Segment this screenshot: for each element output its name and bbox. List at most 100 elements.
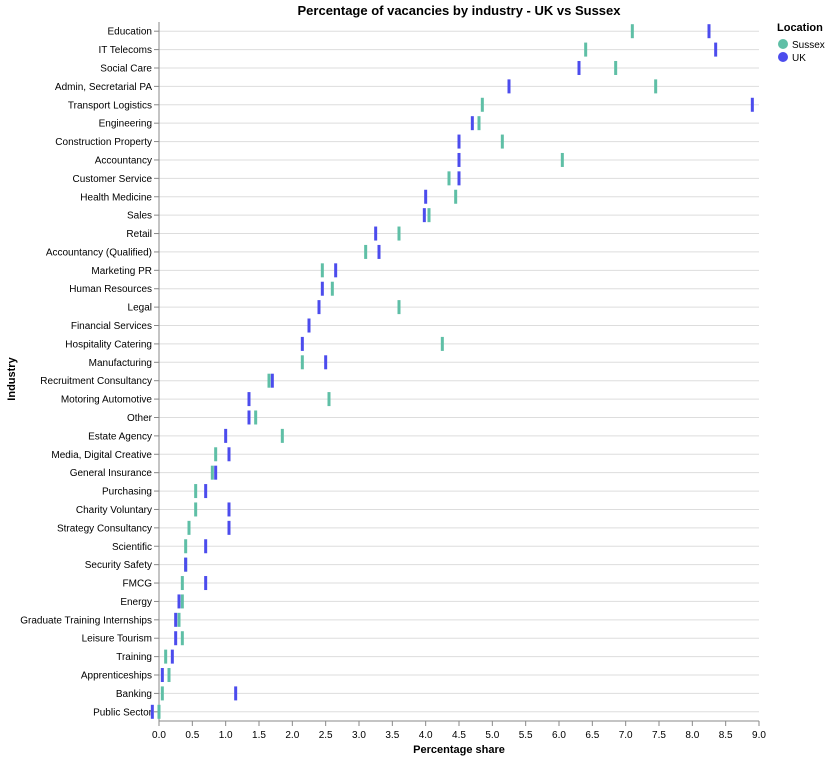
- tick-mark-uk: [334, 263, 338, 278]
- tick-mark-sussex: [477, 116, 481, 131]
- y-tick-label: Strategy Consultancy: [57, 523, 152, 534]
- tick-mark-sussex: [480, 97, 484, 112]
- y-tick-label: FMCG: [123, 579, 153, 590]
- tick-mark-uk: [204, 576, 208, 591]
- tick-mark-uk: [714, 42, 718, 57]
- tick-mark-sussex: [500, 134, 504, 149]
- y-tick-label: Social Care: [100, 63, 152, 74]
- x-tick-label: 5.5: [519, 730, 533, 741]
- tick-mark-sussex: [330, 281, 334, 296]
- y-tick-label: Charity Voluntary: [76, 505, 152, 516]
- legend-label-sussex: Sussex: [792, 40, 825, 51]
- tick-mark-uk: [150, 704, 154, 719]
- tick-mark-sussex: [164, 649, 168, 664]
- x-axis-title: Percentage share: [413, 744, 505, 756]
- tick-mark-sussex: [184, 539, 188, 554]
- x-tick-label: 1.5: [252, 730, 266, 741]
- tick-mark-sussex: [447, 171, 451, 186]
- y-tick-label: Sales: [127, 211, 152, 222]
- x-axis: 0.0 0.5 1.0 1.5 2.0 2.5 3.0 3.5 4.0 4.5 5.0 5.5 6.0 6…: [152, 720, 766, 741]
- x-tick-label: 8.5: [719, 730, 733, 741]
- tick-mark-sussex: [194, 484, 198, 499]
- x-tick-label: 2.0: [285, 730, 299, 741]
- tick-mark-uk: [204, 539, 208, 554]
- tick-mark-uk: [307, 318, 311, 333]
- tick-mark-uk: [174, 631, 178, 646]
- tick-mark-sussex: [180, 631, 184, 646]
- tick-mark-uk: [324, 355, 328, 370]
- tick-mark-sussex: [180, 594, 184, 609]
- legend-label-uk: UK: [792, 53, 806, 64]
- tick-mark-uk: [377, 244, 381, 259]
- tick-mark-sussex: [177, 612, 181, 627]
- tick-mark-uk: [247, 410, 251, 425]
- y-tick-label: Education: [108, 27, 152, 38]
- y-tick-label: Retail: [126, 229, 152, 240]
- y-tick-label: Public Sector: [93, 707, 153, 718]
- y-tick-label: Graduate Training Internships: [20, 615, 152, 626]
- tick-mark-uk: [317, 300, 321, 315]
- tick-mark-uk: [204, 484, 208, 499]
- tick-mark-uk: [184, 557, 188, 572]
- tick-mark-sussex: [160, 686, 164, 701]
- tick-mark-uk: [457, 152, 461, 167]
- x-tick-label: 0.0: [152, 730, 166, 741]
- tick-mark-uk: [507, 79, 511, 94]
- tick-mark-uk: [234, 686, 238, 701]
- y-tick-label: Banking: [116, 689, 152, 700]
- tick-mark-sussex: [187, 520, 191, 535]
- tick-mark-uk: [177, 594, 181, 609]
- x-tick-label: 6.0: [552, 730, 566, 741]
- tick-mark-sussex: [584, 42, 588, 57]
- tick-mark-sussex: [210, 465, 214, 480]
- y-tick-label: Media, Digital Creative: [51, 450, 152, 461]
- tick-marks: [150, 24, 754, 719]
- x-tick-label: 9.0: [752, 730, 766, 741]
- y-tick-label: Scientific: [112, 542, 152, 553]
- tick-mark-uk: [247, 392, 251, 407]
- legend-swatch-uk: [778, 52, 788, 62]
- tick-mark-sussex: [214, 447, 218, 462]
- x-tick-label: 3.5: [385, 730, 399, 741]
- y-axis-labels: Education IT Telecoms Social Care Admin, Se…: [20, 22, 160, 721]
- y-tick-label: Admin, Secretarial PA: [55, 82, 152, 93]
- tick-mark-uk: [170, 649, 174, 664]
- tick-mark-uk: [300, 336, 304, 351]
- tick-mark-sussex: [327, 392, 331, 407]
- tick-mark-uk: [707, 24, 711, 39]
- y-tick-label: Financial Services: [71, 321, 152, 332]
- tick-mark-uk: [227, 520, 231, 535]
- legend-swatch-sussex: [778, 39, 788, 49]
- tick-mark-uk: [457, 171, 461, 186]
- y-tick-label: Motoring Automotive: [61, 395, 153, 406]
- x-tick-label: 3.0: [352, 730, 366, 741]
- y-tick-label: Marketing PR: [91, 266, 152, 277]
- y-tick-label: Training: [116, 652, 152, 663]
- tick-mark-uk: [424, 189, 428, 204]
- x-tick-label: 7.0: [619, 730, 633, 741]
- x-tick-label: 5.0: [485, 730, 499, 741]
- y-tick-label: Recruitment Consultancy: [40, 376, 152, 387]
- y-tick-label: General Insurance: [70, 468, 153, 479]
- tick-mark-sussex: [194, 502, 198, 517]
- tick-mark-sussex: [280, 428, 284, 443]
- tick-mark-sussex: [320, 263, 324, 278]
- x-tick-label: 6.5: [585, 730, 599, 741]
- tick-mark-uk: [457, 134, 461, 149]
- y-tick-label: Hospitality Catering: [65, 339, 152, 350]
- tick-mark-uk: [227, 447, 231, 462]
- y-tick-label: Other: [127, 413, 153, 424]
- grid-lines: [159, 30, 759, 713]
- y-tick-label: Estate Agency: [88, 431, 152, 442]
- y-tick-label: Construction Property: [55, 137, 152, 148]
- x-tick-label: 4.5: [452, 730, 466, 741]
- tick-mark-uk: [174, 612, 178, 627]
- tick-mark-sussex: [614, 60, 618, 75]
- tick-mark-sussex: [560, 152, 564, 167]
- y-tick-label: Security Safety: [85, 560, 152, 571]
- tick-mark-uk: [750, 97, 754, 112]
- tick-mark-sussex: [440, 336, 444, 351]
- tick-mark-sussex: [300, 355, 304, 370]
- tick-mark-sussex: [180, 576, 184, 591]
- y-tick-label: IT Telecoms: [98, 45, 152, 56]
